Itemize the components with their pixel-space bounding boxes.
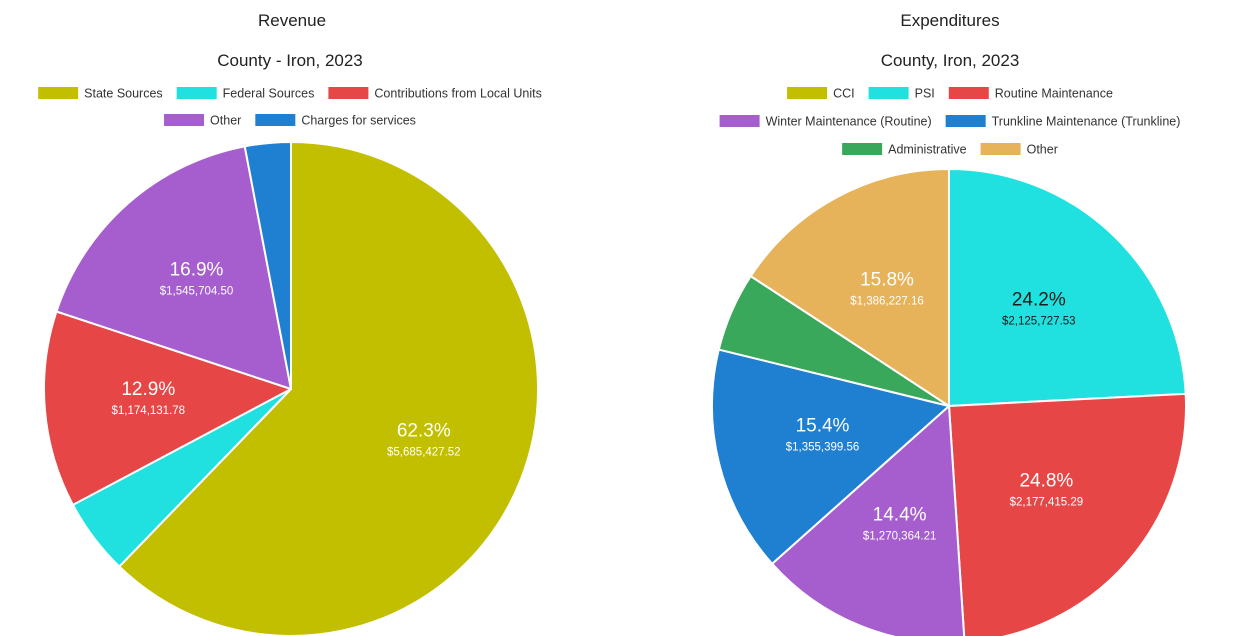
slice-percent-label: 16.9%	[170, 259, 224, 280]
legend: State Sources Federal Sources Contribution…	[38, 87, 542, 128]
legend-label: State Sources	[84, 87, 163, 101]
legend-swatch	[164, 114, 205, 126]
pie-slice[interactable]	[948, 168, 1187, 407]
legend-swatch	[719, 115, 760, 127]
slice-value-label: $5,685,427.52	[387, 447, 461, 459]
chart-title: Revenue	[258, 11, 326, 30]
legend-label: CCI	[833, 87, 855, 101]
pie-slice[interactable]	[749, 168, 950, 407]
legend-swatch	[980, 143, 1021, 155]
legend-label: Administrative	[888, 143, 967, 157]
legend-label: Winter Maintenance (Routine)	[766, 115, 932, 129]
pie-slice[interactable]	[711, 348, 950, 565]
legend-swatch	[255, 114, 296, 126]
legend-swatch	[787, 87, 828, 99]
legend-swatch	[842, 143, 883, 155]
slice-value-label: $1,174,131.78	[112, 405, 186, 417]
legend-item[interactable]: PSI	[868, 87, 935, 101]
legend-item[interactable]: Routine Maintenance	[948, 87, 1113, 101]
pie-slice[interactable]	[55, 145, 292, 390]
legend-label: Trunkline Maintenance (Trunkline)	[992, 115, 1181, 129]
legend-item[interactable]: Federal Sources	[176, 87, 315, 101]
legend-swatch	[948, 87, 989, 99]
slice-value-label: $1,270,364.21	[863, 531, 937, 543]
legend-item[interactable]: Contributions from Local Units	[328, 87, 542, 101]
slice-value-label: $1,355,399.56	[786, 442, 860, 454]
pie-slice[interactable]	[118, 141, 539, 636]
chart-subtitle: County, Iron, 2023	[881, 51, 1020, 70]
slice-percent-label: 62.3%	[397, 421, 451, 442]
legend-item[interactable]: CCI	[787, 87, 855, 101]
legend-label: Other	[1027, 143, 1058, 157]
revenue-chart: Revenue County - Iron, 2023 State Source…	[0, 0, 617, 636]
legend: CCI PSI Routine Maintenance Winter Maintena…	[719, 87, 1181, 157]
chart-title: Expenditures	[900, 11, 999, 30]
legend-item[interactable]: Other	[164, 114, 241, 128]
pie-slice[interactable]	[243, 141, 292, 390]
legend-swatch	[945, 115, 986, 127]
legend-label: PSI	[915, 87, 935, 101]
expenditures-chart: Expenditures County, Iron, 2023 CCI PSI Ro…	[617, 0, 1234, 636]
slice-labels: 62.3% $5,685,427.52 12.9% $1,174,131.78 16.9…	[112, 259, 461, 458]
legend-label: Charges for services	[301, 114, 416, 128]
slice-percent-label: 14.4%	[873, 505, 927, 526]
slice-percent-label: 15.4%	[796, 416, 850, 437]
legend-item[interactable]: Administrative	[842, 143, 967, 157]
legend-swatch	[38, 87, 79, 99]
slice-labels: 24.2% $2,125,727.53 24.8% $2,177,415.29 14.4…	[786, 269, 1083, 542]
pie-slices	[43, 141, 539, 636]
legend-item[interactable]: Trunkline Maintenance (Trunkline)	[945, 115, 1181, 129]
revenue-chart-svg: Revenue County - Iron, 2023 State Source…	[38, 11, 542, 636]
slice-percent-label: 15.8%	[860, 269, 914, 290]
pie-slice[interactable]	[948, 392, 1188, 636]
slice-percent-label: 12.9%	[121, 379, 175, 400]
legend-swatch	[328, 87, 369, 99]
legend-swatch	[868, 87, 909, 99]
legend-label: Routine Maintenance	[995, 87, 1113, 101]
slice-percent-label: 24.8%	[1019, 471, 1073, 492]
chart-subtitle: County - Iron, 2023	[217, 51, 363, 70]
legend-item[interactable]: Charges for services	[255, 114, 416, 128]
expenditures-chart-svg: Expenditures County, Iron, 2023 CCI PSI Ro…	[711, 11, 1188, 636]
legend-label: Contributions from Local Units	[374, 87, 541, 101]
legend-label: Other	[210, 114, 241, 128]
legend-item[interactable]: Other	[980, 143, 1058, 157]
slice-percent-label: 24.2%	[1012, 290, 1066, 311]
legend-label: Federal Sources	[223, 87, 315, 101]
pie-slices	[711, 168, 1188, 636]
slice-value-label: $2,177,415.29	[1010, 497, 1084, 509]
legend-item[interactable]: Winter Maintenance (Routine)	[719, 115, 932, 129]
legend-swatch	[176, 87, 217, 99]
slice-value-label: $1,545,704.50	[160, 285, 234, 297]
pie-slice[interactable]	[43, 310, 292, 506]
slice-value-label: $1,386,227.16	[850, 295, 924, 307]
slice-value-label: $2,125,727.53	[1002, 316, 1076, 328]
pie-slice[interactable]	[771, 405, 966, 636]
legend-item[interactable]: State Sources	[38, 87, 163, 101]
